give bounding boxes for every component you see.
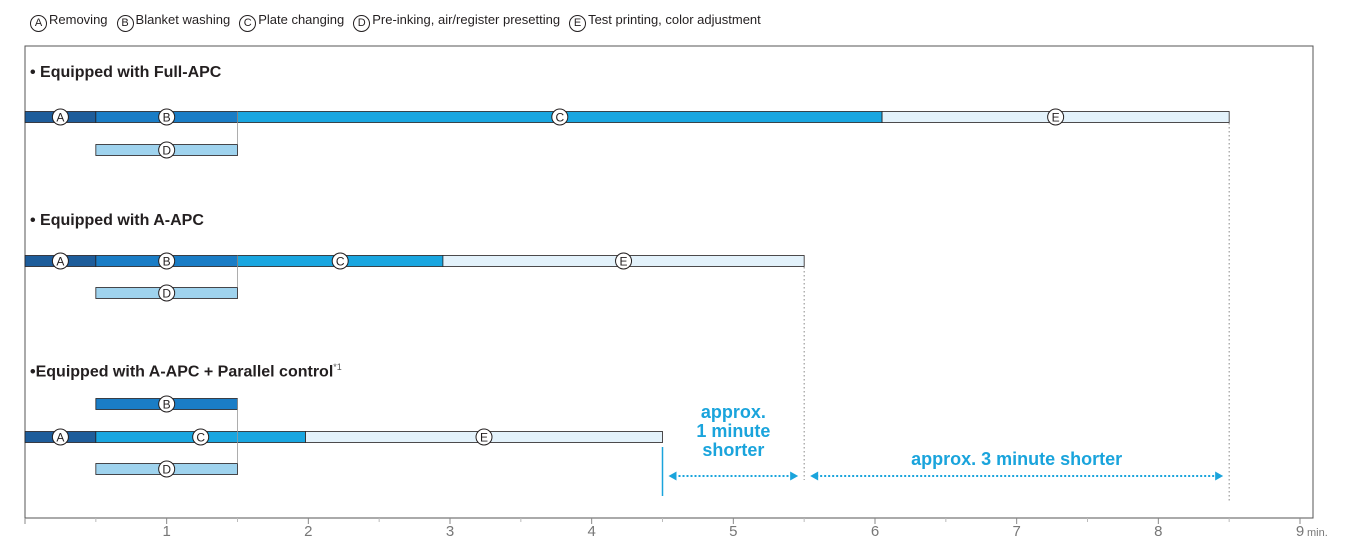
axis-tick-label: 6 <box>871 523 879 540</box>
legend-letter-circle: E <box>569 15 587 32</box>
footnote-marker: *1 <box>333 362 342 372</box>
bar-label-c: C <box>555 111 564 125</box>
legend-letter-circle: D <box>353 15 371 32</box>
legend-label: Plate changing <box>258 12 345 27</box>
bar-label-a: A <box>56 255 64 269</box>
legend-letter-circle: C <box>239 15 257 32</box>
bar-label-a: A <box>56 111 64 125</box>
legend-label: Pre-inking, air/register presetting <box>372 12 561 27</box>
bar-label-circle <box>158 252 176 270</box>
bar-label-circle <box>192 428 210 446</box>
bar-label-circle <box>1047 108 1065 126</box>
legend-label: Blanket washing <box>135 12 231 27</box>
bar-label-b: B <box>163 255 171 269</box>
axis-tick-label: 4 <box>587 523 595 540</box>
group-title-text: • Equipped with A-APC <box>30 212 204 229</box>
axis-tick-label: 3 <box>446 523 454 540</box>
axis-tick-label: 5 <box>729 523 737 540</box>
legend-label: Removing <box>49 12 108 27</box>
annotation-arrowhead-left <box>668 471 677 481</box>
axis-tick-label: 9 <box>1296 523 1304 540</box>
group-title-text: •Equipped with A-APC + Parallel control <box>30 363 334 381</box>
legend-item-d: D Pre-inking, air/register presetting <box>353 12 561 32</box>
bar-label-e: E <box>620 255 628 269</box>
group-title: • Equipped with Full-APC <box>30 64 221 82</box>
bar-label-circle <box>158 141 176 159</box>
annotation-arrowhead-right <box>790 471 799 481</box>
bar-label-circle <box>158 108 176 126</box>
bar-label-circle <box>158 460 176 478</box>
chart-legend: A Removing B Blanket washing C Plate changing… <box>30 12 770 32</box>
annotation-text: approx. 3 minute shorter <box>911 449 1123 469</box>
legend-item-e: E Test printing, color adjustment <box>569 12 761 32</box>
annotation-text: approx. 1 minute shorter <box>696 402 771 460</box>
bar-label-d: D <box>162 144 171 158</box>
bar-label-circle <box>158 284 176 302</box>
bar-label-d: D <box>162 287 171 301</box>
bar-label-e: E <box>1052 111 1060 125</box>
bar-label-circle <box>51 428 69 446</box>
bar-label-c: C <box>196 431 205 445</box>
legend-item-a: A Removing <box>30 12 108 32</box>
group-title: • Equipped with A-APC <box>30 212 204 230</box>
bar-label-circle <box>475 428 493 446</box>
axis-tick-label: 2 <box>304 523 312 540</box>
annotation-arrowhead-left <box>810 471 819 481</box>
legend-letter-circle: A <box>30 15 47 32</box>
group-title-text: • Equipped with Full-APC <box>30 64 222 81</box>
bar-label-circle <box>615 252 633 270</box>
bar-label-a: A <box>56 431 64 445</box>
bar-label-b: B <box>163 398 171 412</box>
bar-label-c: C <box>336 255 345 269</box>
chart-frame <box>24 45 1314 519</box>
axis-unit-label: min. <box>1307 527 1328 539</box>
legend-item-c: C Plate changing <box>239 12 345 32</box>
annotation-arrowhead-right <box>1215 471 1224 481</box>
bar-label-circle <box>51 252 69 270</box>
legend-letter-circle: B <box>116 15 134 32</box>
bar-label-circle <box>51 108 69 126</box>
legend-item-b: B Blanket washing <box>116 12 231 32</box>
bar-label-e: E <box>480 431 488 445</box>
bar-label-circle <box>158 395 176 413</box>
group-title: •Equipped with A-APC + Parallel control*… <box>30 362 342 381</box>
bar-label-circle <box>331 252 349 270</box>
bar-label-circle <box>551 108 569 126</box>
bar-label-b: B <box>163 111 171 125</box>
bar-label-d: D <box>162 463 171 477</box>
legend-label: Test printing, color adjustment <box>588 12 761 27</box>
axis-tick-label: 7 <box>1012 523 1020 540</box>
axis-tick-label: 1 <box>162 523 170 540</box>
axis-tick-label: 8 <box>1154 523 1162 540</box>
